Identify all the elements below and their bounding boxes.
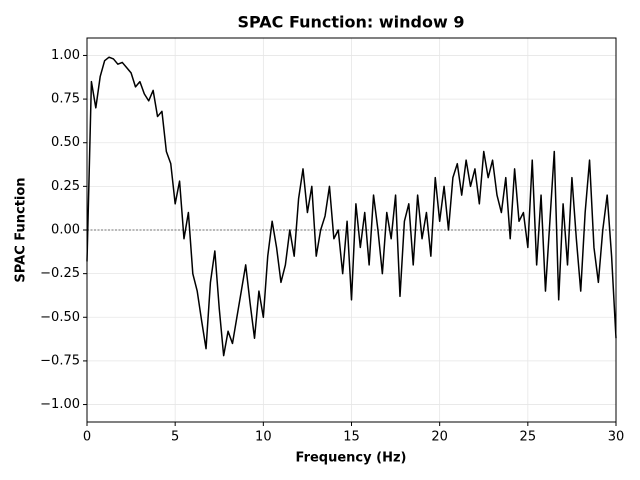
data-line: [86, 56, 617, 357]
chart-title: SPAC Function: window 9: [238, 13, 465, 32]
x-tick-label: 25: [520, 430, 537, 445]
y-axis-label: SPAC Function: [14, 177, 29, 282]
y-tick-label: −1.00: [40, 397, 80, 412]
x-tick-label: 0: [83, 430, 91, 445]
y-tick-label: 0.25: [51, 179, 80, 194]
plot-frame: [86, 37, 617, 423]
x-tick-label: 10: [255, 430, 272, 445]
x-tick-label: 20: [431, 430, 448, 445]
x-tick-label: 15: [343, 430, 360, 445]
y-tick-label: 0.50: [51, 135, 80, 150]
x-axis-label: Frequency (Hz): [296, 451, 407, 466]
y-tick-label: −0.50: [40, 310, 80, 325]
x-tick-label: 30: [608, 430, 625, 445]
y-tick-label: 1.00: [51, 48, 80, 63]
x-tick-label: 5: [171, 430, 179, 445]
y-tick-label: −0.25: [40, 266, 80, 281]
y-tick-label: −0.75: [40, 353, 80, 368]
y-tick-label: 0.75: [51, 92, 80, 107]
y-tick-label: 0.00: [51, 223, 80, 238]
